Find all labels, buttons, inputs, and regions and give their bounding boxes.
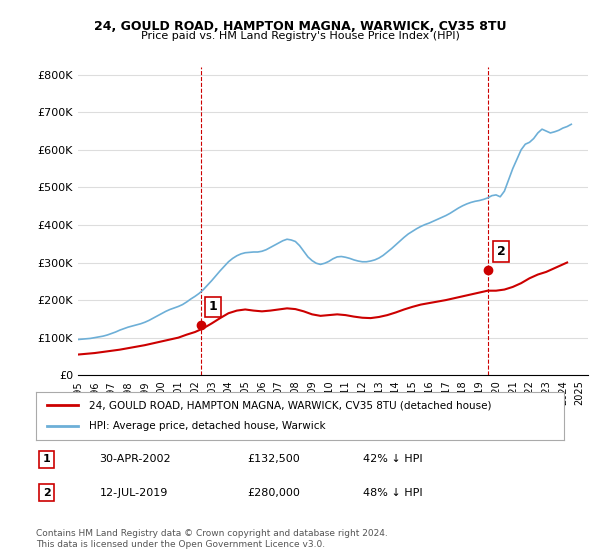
Text: 2: 2	[497, 245, 505, 258]
Text: 1: 1	[43, 454, 50, 464]
Text: 2: 2	[43, 488, 50, 498]
Text: 30-APR-2002: 30-APR-2002	[100, 454, 171, 464]
Text: 12-JUL-2019: 12-JUL-2019	[100, 488, 168, 498]
Text: Contains HM Land Registry data © Crown copyright and database right 2024.
This d: Contains HM Land Registry data © Crown c…	[36, 529, 388, 549]
Text: Price paid vs. HM Land Registry's House Price Index (HPI): Price paid vs. HM Land Registry's House …	[140, 31, 460, 41]
Text: £280,000: £280,000	[247, 488, 300, 498]
Text: 24, GOULD ROAD, HAMPTON MAGNA, WARWICK, CV35 8TU (detached house): 24, GOULD ROAD, HAMPTON MAGNA, WARWICK, …	[89, 400, 491, 410]
Text: 42% ↓ HPI: 42% ↓ HPI	[364, 454, 423, 464]
Text: 1: 1	[209, 300, 218, 314]
Text: 24, GOULD ROAD, HAMPTON MAGNA, WARWICK, CV35 8TU: 24, GOULD ROAD, HAMPTON MAGNA, WARWICK, …	[94, 20, 506, 32]
Text: £132,500: £132,500	[247, 454, 300, 464]
Text: 48% ↓ HPI: 48% ↓ HPI	[364, 488, 423, 498]
Text: HPI: Average price, detached house, Warwick: HPI: Average price, detached house, Warw…	[89, 421, 325, 431]
